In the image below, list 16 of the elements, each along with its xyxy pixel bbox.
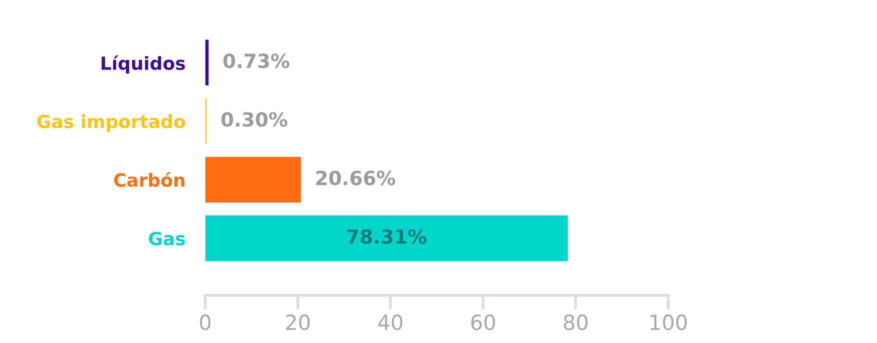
y-tick-label: Líquidos bbox=[102, 55, 185, 74]
data-label: 78.31% bbox=[347, 229, 426, 244]
data-label: 0.73% bbox=[223, 54, 290, 68]
x-tick-label: 0 bbox=[200, 314, 210, 330]
x-tick-label: 60 bbox=[471, 314, 495, 330]
y-tick-label: Gas bbox=[148, 232, 185, 246]
bar bbox=[205, 156, 301, 203]
bar bbox=[205, 215, 568, 262]
x-tick-label: 80 bbox=[564, 314, 588, 330]
x-tick-label: 40 bbox=[378, 314, 402, 330]
y-tick-label: Gas importado bbox=[37, 114, 185, 132]
data-label: 0.30% bbox=[221, 112, 288, 127]
y-tick-label: Carbón bbox=[114, 172, 184, 187]
data-label: 20.66% bbox=[316, 170, 396, 186]
x-tick-label: 20 bbox=[286, 314, 310, 330]
x-tick-label: 100 bbox=[650, 314, 687, 330]
